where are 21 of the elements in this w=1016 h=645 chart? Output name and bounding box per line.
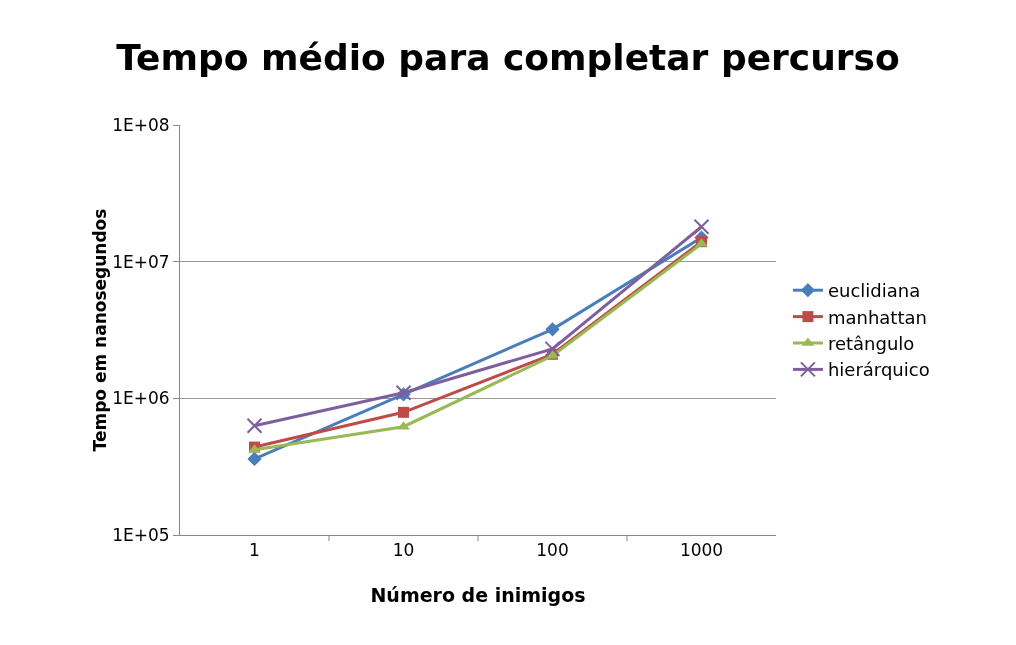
point [246,417,263,434]
point [544,340,561,357]
point [693,218,710,235]
y-tick-label: 1E+07 [112,251,170,272]
point [398,406,409,418]
x-axis-title: Número de inimigos [370,584,586,606]
x-tick-label: 1000 [679,540,724,561]
y-axis-title: Tempo em nanosegundos [90,208,111,452]
legend-label: hierárquico [827,359,930,381]
point [545,322,560,337]
legend-label: manhattan [827,306,927,328]
legend-label: retângulo [827,333,915,355]
point [247,451,262,467]
y-tick-label: 1E+05 [112,524,170,545]
legend-label: euclidiana [827,280,921,302]
x-tick-label: 100 [536,540,569,561]
chart-title: Tempo médio para completar percurso [116,37,900,79]
y-tick-label: 1E+06 [112,388,170,409]
x-tick-label: 10 [392,540,415,561]
x-tick-label: 1 [249,540,260,561]
y-tick-label: 1E+08 [112,114,170,135]
